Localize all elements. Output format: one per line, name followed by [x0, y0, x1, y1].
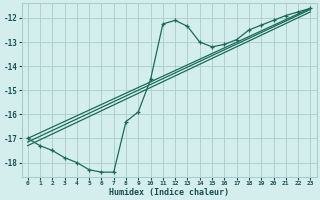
X-axis label: Humidex (Indice chaleur): Humidex (Indice chaleur)	[109, 188, 229, 197]
